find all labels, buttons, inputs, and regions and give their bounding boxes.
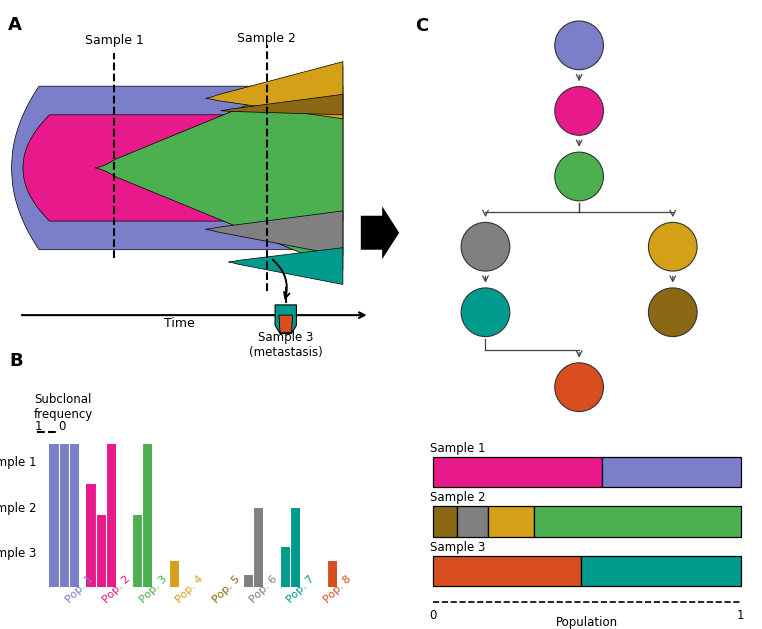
- Circle shape: [555, 21, 604, 70]
- Text: Sample 1: Sample 1: [85, 35, 144, 47]
- Bar: [85, 484, 95, 587]
- Text: Pop. 5: Pop. 5: [211, 574, 242, 606]
- Text: B: B: [9, 352, 23, 370]
- Text: Subclonal
frequency: Subclonal frequency: [34, 394, 94, 421]
- Text: Sample 3: Sample 3: [0, 547, 36, 560]
- Text: Pop. 8: Pop. 8: [322, 574, 354, 606]
- Polygon shape: [279, 315, 293, 332]
- Text: Pop. 4: Pop. 4: [174, 574, 206, 606]
- Bar: [133, 515, 142, 587]
- Polygon shape: [229, 248, 343, 284]
- Bar: [59, 443, 69, 587]
- Text: 1: 1: [35, 420, 43, 433]
- Circle shape: [648, 288, 697, 337]
- Circle shape: [461, 223, 510, 271]
- Text: Sample 3: Sample 3: [430, 541, 485, 554]
- Text: 0: 0: [58, 420, 66, 433]
- Text: A: A: [8, 16, 21, 34]
- Bar: [106, 443, 116, 587]
- Text: Pop. 7: Pop. 7: [285, 574, 316, 606]
- Text: Pop. 6: Pop. 6: [248, 574, 280, 606]
- Polygon shape: [23, 114, 343, 221]
- Bar: [243, 576, 253, 587]
- Bar: [433, 457, 602, 487]
- Circle shape: [555, 363, 604, 411]
- Text: C: C: [415, 17, 428, 35]
- Circle shape: [555, 87, 604, 135]
- Bar: [534, 506, 741, 537]
- Bar: [142, 443, 152, 587]
- Polygon shape: [206, 211, 343, 256]
- Bar: [95, 515, 106, 587]
- Text: Sample 2: Sample 2: [237, 32, 296, 45]
- Circle shape: [555, 152, 604, 201]
- Text: 1: 1: [737, 610, 744, 622]
- Polygon shape: [95, 66, 343, 270]
- Polygon shape: [275, 305, 296, 333]
- Text: Pop. 3: Pop. 3: [137, 574, 168, 606]
- FancyArrow shape: [361, 206, 399, 259]
- Text: Sample 2: Sample 2: [0, 501, 36, 515]
- Text: Time: Time: [164, 318, 194, 330]
- Bar: [253, 508, 263, 587]
- Text: Sample 3
(metastasis): Sample 3 (metastasis): [249, 331, 322, 360]
- Circle shape: [461, 288, 510, 337]
- Text: Population
frequency: Population frequency: [555, 616, 618, 629]
- Bar: [488, 506, 534, 537]
- Bar: [280, 547, 290, 587]
- Bar: [581, 556, 741, 586]
- Text: Sample 1: Sample 1: [0, 456, 36, 469]
- Text: Pop. 2: Pop. 2: [101, 574, 132, 606]
- Text: Sample 1: Sample 1: [430, 442, 485, 455]
- Bar: [169, 561, 179, 587]
- Text: Sample 2: Sample 2: [430, 491, 485, 504]
- Bar: [433, 556, 581, 586]
- Bar: [602, 457, 741, 487]
- Bar: [327, 561, 337, 587]
- Polygon shape: [221, 94, 343, 114]
- Bar: [457, 506, 488, 537]
- Polygon shape: [11, 86, 343, 250]
- Text: Pop. 1: Pop. 1: [64, 574, 95, 606]
- Polygon shape: [206, 62, 343, 119]
- Text: 0: 0: [429, 610, 437, 622]
- Bar: [290, 508, 300, 587]
- Bar: [49, 443, 59, 587]
- Bar: [69, 443, 78, 587]
- Circle shape: [648, 223, 697, 271]
- Bar: [433, 506, 457, 537]
